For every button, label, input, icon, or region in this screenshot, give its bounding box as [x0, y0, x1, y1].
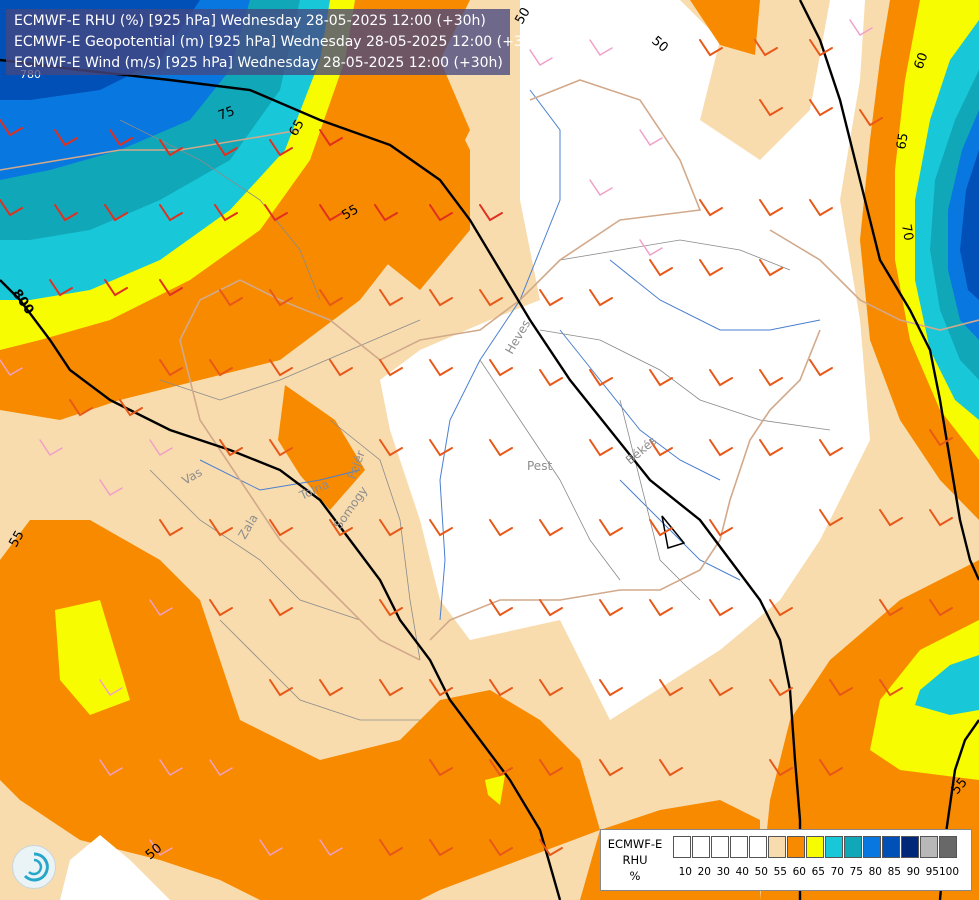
legend-swatch	[901, 836, 919, 858]
map-title-box: ECMWF-E RHU (%) [925 hPa] Wednesday 28-0…	[6, 9, 546, 75]
rhu-60-band-se	[760, 560, 979, 900]
rhu-50-area-sw	[60, 835, 170, 900]
legend-swatch	[882, 836, 900, 858]
legend-swatch	[787, 836, 805, 858]
legend-swatch	[844, 836, 862, 858]
legend-unit: %	[629, 869, 641, 883]
legend-swatch	[749, 836, 767, 858]
legend-ticks: 10 20 30 40 50 55 60 65 70 75 80 85 90 95 100	[673, 866, 960, 878]
legend-swatches	[673, 836, 958, 858]
title-line-geopotential: ECMWF-E Geopotential (m) [925 hPa] Wedne…	[14, 34, 546, 50]
legend-swatch	[806, 836, 824, 858]
legend-variable: RHU	[622, 853, 648, 867]
rhu-50-area-center	[380, 0, 870, 720]
legend-swatch	[711, 836, 729, 858]
contour-label: 65	[286, 117, 307, 139]
contour-label: 50	[512, 5, 533, 27]
legend-tick-label: 50	[754, 866, 768, 878]
legend-tick-label: 85	[887, 866, 901, 878]
wind-barbs-pink	[0, 19, 873, 857]
rhu-65-spot-sw	[55, 600, 130, 715]
title-line-rhu: ECMWF-E RHU (%) [925 hPa] Wednesday 28-0…	[14, 13, 486, 29]
contour-label: 65	[894, 132, 912, 151]
rhu-60-band-south	[0, 520, 600, 900]
rhu-legend: ECMWF-E RHU % 10 20 30 40 50 55 60 65 70 75 80 85 90…	[600, 829, 972, 891]
legend-swatch	[730, 836, 748, 858]
legend-swatch	[692, 836, 710, 858]
rhu-85-band-east	[960, 150, 979, 300]
country-border	[0, 79, 979, 661]
contour-label: 55	[6, 528, 27, 550]
legend-swatch	[673, 836, 691, 858]
legend-tick-label: 90	[906, 866, 920, 878]
legend-tick-label: 65	[811, 866, 825, 878]
contour-label: 55	[340, 202, 362, 223]
contour-label: 75	[216, 104, 237, 124]
legend-swatch	[939, 836, 957, 858]
wind-barbs	[69, 39, 953, 857]
wind-barbs-nw	[0, 119, 503, 297]
legend-tick-label: 75	[849, 866, 863, 878]
rhu-70-band-se	[915, 655, 979, 715]
place-label-pest: Pest	[527, 459, 552, 473]
legend-tick-label: 30	[716, 866, 730, 878]
title-line-wind: ECMWF-E Wind (m/s) [925 hPa] Wednesday 2…	[14, 55, 503, 71]
legend-tick-label: 20	[697, 866, 711, 878]
ecmwf-logo-icon	[12, 845, 56, 889]
legend-tick-label: 95	[925, 866, 939, 878]
contour-label: 60	[912, 51, 932, 72]
rhu-65-spot-south	[485, 775, 505, 805]
legend-model: ECMWF-E	[607, 837, 663, 851]
legend-tick-label: 70	[830, 866, 844, 878]
rhu-60-lens-center	[278, 385, 365, 510]
legend-tick-label: 40	[735, 866, 749, 878]
contour-label: 70	[898, 223, 916, 242]
legend-title: ECMWF-E RHU %	[604, 836, 666, 884]
legend-tick-label: 60	[792, 866, 806, 878]
rhu-60-band-ne	[690, 0, 760, 55]
legend-tick-label: 100	[939, 866, 960, 878]
legend-swatch	[825, 836, 843, 858]
legend-tick-label: 10	[678, 866, 692, 878]
river-lines	[199, 89, 821, 621]
legend-swatch	[920, 836, 938, 858]
legend-tick-label: 80	[868, 866, 882, 878]
legend-swatch	[863, 836, 881, 858]
legend-swatch	[768, 836, 786, 858]
legend-tick-label: 55	[773, 866, 787, 878]
